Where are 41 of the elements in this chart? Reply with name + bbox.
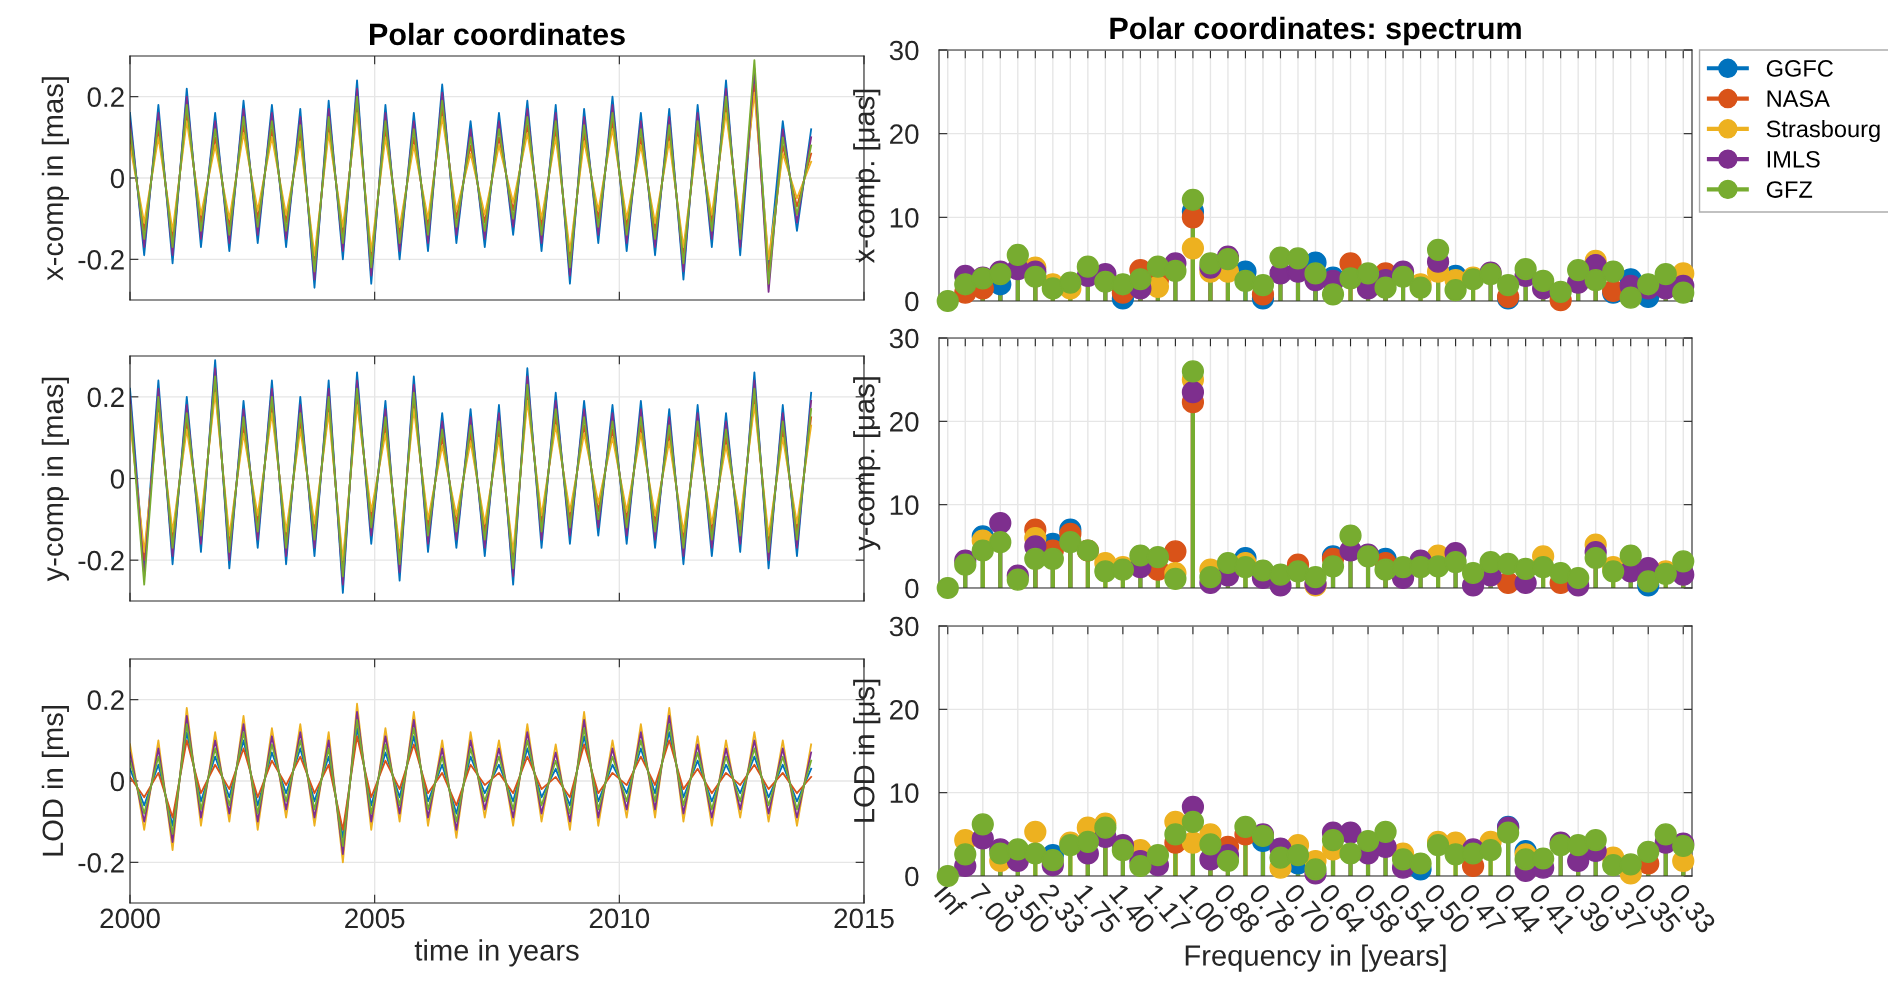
x-tick-label: Inf (933, 882, 968, 918)
y-tick-label: 30 (889, 616, 919, 637)
y-tick-label: -0.2 (78, 550, 124, 571)
chart-title: Polar coordinates: spectrum (1110, 16, 1521, 46)
y-axis-title: x-comp. [μas] (853, 89, 881, 263)
y-axis-title: y-comp in [mas] (41, 377, 69, 582)
y-tick-label: 0 (110, 469, 125, 489)
x-tick-label: 2015 (834, 908, 894, 929)
y-tick-label: 10 (890, 495, 919, 516)
chart-title: Polar coordinates (370, 22, 625, 46)
y-tick-label: 20 (890, 700, 919, 720)
y-tick-label: 0 (905, 866, 919, 887)
x-tick-label: 2005 (345, 908, 405, 929)
y-tick-label: 0 (110, 168, 125, 189)
y-tick-label: 0.2 (87, 387, 124, 408)
legend-label: GFZ (1766, 181, 1813, 198)
y-tick-label: -0.2 (78, 853, 124, 873)
y-tick-label: 20 (890, 412, 919, 432)
y-tick-label: 0 (905, 291, 919, 312)
y-tick-label: 0 (905, 578, 919, 599)
legend-label: GGFC (1766, 60, 1833, 77)
y-axis-title: x-comp in [mas] (41, 77, 69, 281)
y-tick-label: 20 (890, 124, 919, 145)
y-tick-label: 0.2 (87, 690, 124, 711)
y-tick-label: 10 (890, 208, 919, 228)
y-tick-label: 10 (890, 783, 919, 804)
x-tick-label: 2000 (100, 908, 160, 929)
x-tick-label: 2010 (589, 908, 650, 929)
legend-label: Strasbourg (1766, 119, 1880, 142)
y-tick-label: 30 (889, 40, 919, 61)
y-tick-label: 30 (889, 328, 919, 349)
legend-label: NASA (1767, 90, 1830, 108)
y-tick-label: -0.2 (78, 250, 124, 270)
y-tick-label: 0.2 (87, 87, 124, 108)
x-axis-title: Frequency in [years] (1185, 944, 1446, 972)
y-axis-title: LOD in [μs] (853, 679, 881, 822)
x-axis-title: time in years (414, 939, 579, 967)
y-axis-title: LOD in [ms] (41, 706, 69, 856)
legend-label: IMLS (1767, 150, 1820, 168)
y-tick-label: 0 (110, 771, 125, 792)
y-axis-title: y-comp. [μas] (853, 377, 881, 551)
